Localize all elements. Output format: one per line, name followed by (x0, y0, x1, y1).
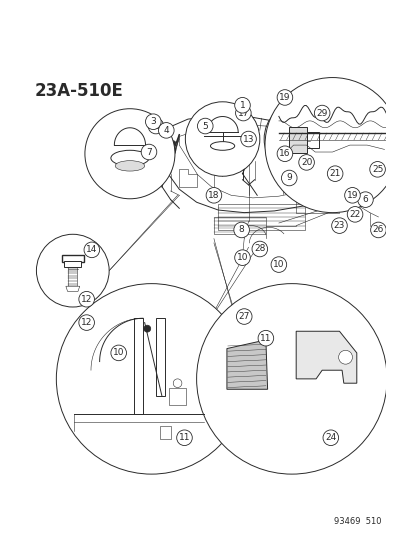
Bar (306, 132, 318, 148)
Circle shape (143, 325, 150, 332)
Text: 23A-510E: 23A-510E (35, 82, 123, 100)
Text: 24: 24 (324, 433, 336, 442)
Text: 5: 5 (202, 122, 208, 131)
Circle shape (78, 315, 94, 330)
Circle shape (148, 118, 163, 134)
Text: 10: 10 (273, 260, 284, 269)
Ellipse shape (111, 150, 149, 166)
Text: 25: 25 (371, 165, 382, 174)
Circle shape (344, 188, 359, 203)
Text: 18: 18 (208, 191, 219, 200)
Text: 26: 26 (372, 225, 383, 235)
Polygon shape (295, 331, 356, 383)
Text: 10: 10 (113, 349, 124, 358)
Circle shape (252, 241, 267, 257)
Circle shape (176, 430, 192, 446)
Text: 16: 16 (278, 149, 290, 158)
Circle shape (170, 141, 176, 146)
Bar (289, 127, 306, 153)
Circle shape (281, 170, 297, 186)
Circle shape (111, 345, 126, 361)
Text: 93469  510: 93469 510 (333, 517, 380, 526)
Text: 8: 8 (238, 225, 244, 235)
Circle shape (369, 161, 385, 177)
Circle shape (235, 105, 251, 121)
Circle shape (84, 242, 100, 257)
Circle shape (36, 235, 109, 307)
Circle shape (257, 330, 273, 346)
Circle shape (276, 146, 292, 161)
Circle shape (240, 131, 256, 147)
Text: 27: 27 (238, 312, 249, 321)
Text: 9: 9 (286, 174, 292, 182)
Text: 6: 6 (362, 195, 368, 204)
Text: 3: 3 (150, 117, 156, 126)
Circle shape (276, 90, 292, 105)
Text: 13: 13 (242, 134, 254, 143)
Circle shape (185, 102, 259, 176)
Polygon shape (169, 387, 186, 405)
Text: 22: 22 (349, 210, 360, 219)
Text: 12: 12 (81, 318, 92, 327)
Text: 2: 2 (289, 0, 295, 1)
Text: 15: 15 (150, 122, 161, 131)
Text: 4: 4 (163, 126, 169, 135)
Circle shape (327, 166, 342, 181)
Text: 17: 17 (237, 109, 249, 118)
Circle shape (338, 350, 351, 364)
Circle shape (271, 257, 286, 272)
Circle shape (263, 102, 338, 176)
Circle shape (370, 222, 385, 238)
Circle shape (56, 284, 246, 474)
Text: 10: 10 (236, 253, 248, 262)
Circle shape (197, 118, 213, 134)
Ellipse shape (210, 142, 234, 150)
Circle shape (170, 148, 176, 153)
Circle shape (85, 109, 175, 199)
Text: 29: 29 (316, 109, 327, 118)
Polygon shape (160, 426, 170, 440)
Text: 11: 11 (259, 334, 271, 343)
Text: 21: 21 (329, 169, 340, 178)
Circle shape (234, 250, 250, 265)
Bar (62, 255, 84, 262)
Polygon shape (66, 286, 80, 292)
Text: 20: 20 (300, 158, 311, 167)
Text: 11: 11 (178, 433, 190, 442)
Text: 14: 14 (86, 245, 97, 254)
Circle shape (196, 284, 386, 474)
Circle shape (234, 98, 250, 113)
Text: 28: 28 (254, 245, 265, 254)
Circle shape (357, 192, 373, 207)
Circle shape (206, 188, 221, 203)
Text: 19: 19 (278, 93, 290, 102)
Ellipse shape (115, 160, 144, 171)
Text: 19: 19 (346, 191, 357, 200)
Circle shape (298, 155, 313, 170)
Circle shape (236, 309, 252, 324)
Bar (64, 261, 81, 267)
Circle shape (173, 379, 181, 387)
Circle shape (145, 114, 161, 130)
Circle shape (233, 222, 249, 238)
Circle shape (331, 218, 347, 233)
Circle shape (141, 144, 157, 160)
Circle shape (264, 77, 399, 213)
Circle shape (78, 292, 94, 307)
Circle shape (322, 430, 338, 446)
Text: 12: 12 (81, 295, 92, 304)
Circle shape (158, 123, 174, 138)
Circle shape (347, 207, 362, 222)
Text: 23: 23 (333, 221, 344, 230)
Polygon shape (226, 340, 267, 389)
Circle shape (313, 105, 329, 121)
Text: 7: 7 (146, 148, 152, 157)
Text: 1: 1 (239, 101, 245, 110)
Circle shape (284, 0, 300, 4)
